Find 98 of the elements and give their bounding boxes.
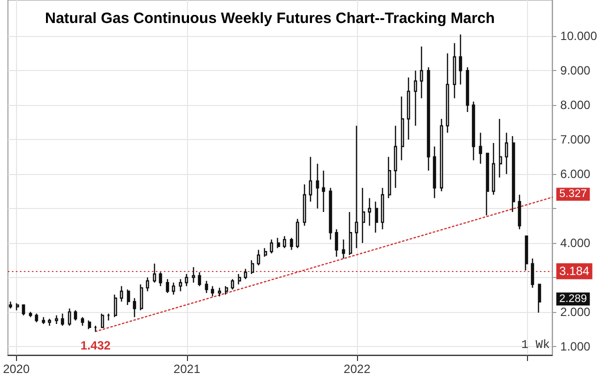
candlestick [420,46,424,99]
candlestick [308,156,312,202]
ref-line-label: 3.184 [559,264,590,278]
candlestick [302,184,306,226]
candlestick [192,266,196,284]
annotation: 1 Wk [521,338,550,352]
candlestick [114,294,118,318]
candlestick [94,325,98,332]
candlestick [362,187,366,244]
candlestick [264,248,268,258]
candlestick [54,314,58,325]
x-tick-label: 2022 [344,362,371,375]
candlestick [166,278,170,294]
candlestick [414,70,418,126]
x-tick-label: 2020 [2,362,30,375]
candlestick [400,96,404,161]
candlestick [472,101,476,161]
annotation: 1.432 [80,338,111,352]
candlestick [452,42,456,99]
candlestick [486,152,490,216]
candlestick [184,273,188,287]
candlestick [22,304,26,316]
candlestick [282,235,286,249]
candlestick [432,146,436,199]
candlestick [120,285,124,302]
y-tick-label: 6.000 [560,167,591,182]
candlestick [152,263,156,284]
candlestick [250,260,254,275]
candlestick [538,284,542,314]
candlestick [342,238,346,260]
candlestick [504,132,508,175]
candlestick [204,280,208,294]
candlestick [498,118,502,178]
y-tick-label: 9.000 [560,64,591,78]
candlestick [244,268,248,280]
candlestick [218,287,222,298]
candlestick [100,313,104,328]
candlestick [210,285,214,298]
y-tick-label: 4.000 [560,236,591,250]
candlestick [512,136,516,213]
candlestick [256,249,260,266]
candlestick [374,201,378,234]
candlestick [316,163,320,210]
candlestick [530,258,534,288]
candlestick [42,316,46,325]
candlestick [348,211,352,256]
candlestick [276,237,280,249]
candlestick [406,76,410,140]
candlestick [270,238,274,254]
y-tick-label: 7.000 [560,132,591,147]
candlestick [140,284,144,311]
candlestick [106,313,110,322]
y-tick-label: 1.000 [560,339,591,354]
candlestick [328,187,332,240]
candlestick [478,132,482,164]
candlestick [68,308,72,326]
candlestick [172,282,176,296]
candlestick [8,300,12,310]
candlestick [492,142,496,196]
candlestick [388,156,392,199]
candlestick [380,187,384,230]
candlestick [466,66,470,113]
candlestick [524,235,528,272]
candlestick [446,52,450,134]
candlestick [198,272,202,287]
x-tick-label: 2021 [174,362,201,375]
candlestick [426,66,430,172]
candlestick [60,313,64,326]
candlestick [238,273,242,285]
annotation: 2.289 [559,292,587,305]
candlestick [28,311,32,318]
candlestick [224,285,228,296]
candlestick [296,218,300,249]
candlestick [440,118,444,192]
candlestick [458,34,462,86]
candlestick [48,318,52,326]
candlestick [88,320,92,330]
candlestick [80,316,84,326]
candlestick [290,237,294,250]
candlestick [518,194,522,230]
y-tick-label: 8.000 [560,98,591,112]
candlestick [368,198,372,226]
y-tick-label: 2.000 [560,304,591,319]
candlestick [230,278,234,290]
candlestick [394,125,398,188]
candlestick [334,228,338,258]
candlestick [158,272,162,287]
candlestick [126,288,130,306]
candlestick [146,276,150,292]
candlestick [132,298,136,318]
annotation: 5.327 [559,188,587,200]
text: Natural Gas Continuous Weekly Futures Chart--Tracking March [45,10,495,27]
candlestick [178,278,182,292]
candlestick [322,170,326,213]
candlestick [34,313,38,323]
candlestick [74,310,78,322]
candlestick [16,302,20,311]
y-tick-label: 10.000 [560,29,598,44]
